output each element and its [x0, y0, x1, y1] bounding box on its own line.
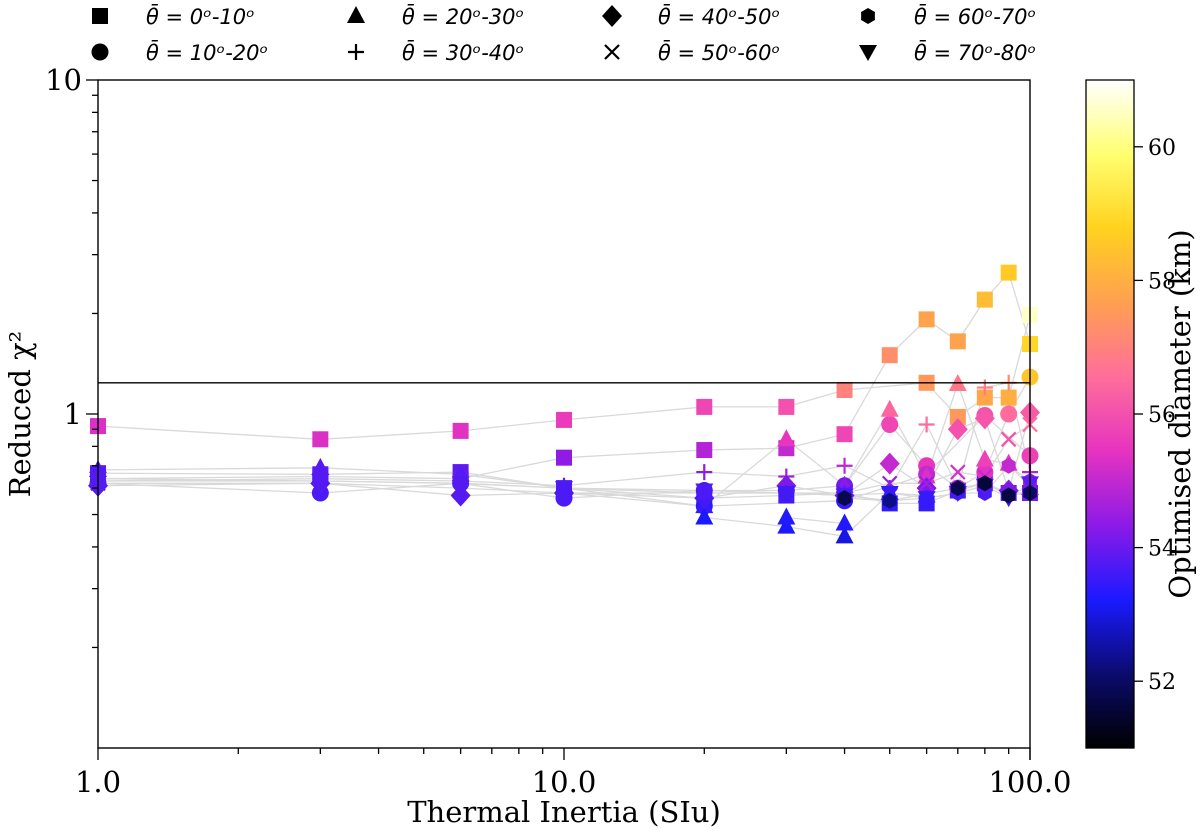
- x-tick-label: 100.0: [988, 765, 1071, 799]
- data-point-13-4: [1001, 487, 1016, 504]
- colorbar-tick-label: 60: [1148, 136, 1176, 161]
- data-point-1-8: [918, 311, 935, 328]
- y-axis-label: Reduced χ²: [3, 331, 37, 498]
- data-point-6-0: [695, 507, 714, 525]
- legend-marker-7: [859, 45, 877, 61]
- data-point-13-3: [977, 475, 992, 492]
- legend-marker-6: [604, 44, 620, 60]
- data-point-9-9: [947, 418, 968, 441]
- y-tick-label: 1: [64, 397, 82, 431]
- colorbar-tick-label: 54: [1148, 537, 1176, 562]
- data-point-5-10: [975, 449, 994, 467]
- legend-label-6: θ̄ = 50ᵒ-60ᵒ: [658, 40, 780, 65]
- data-point-1-7: [881, 347, 898, 364]
- data-point-2-10: [1000, 389, 1017, 406]
- legend-marker-1: [347, 6, 365, 23]
- data-point-1-4: [696, 442, 713, 459]
- data-point-2-6: [836, 381, 853, 398]
- data-point-13-2: [950, 480, 965, 497]
- x-axis: 1.0 10.0 100.0: [75, 748, 1072, 799]
- legend-label-4: θ̄ = 10ᵒ-20ᵒ: [146, 40, 268, 65]
- data-point-11-11: [1001, 457, 1016, 474]
- data-point-5-7: [880, 399, 899, 417]
- data-point-2-3: [556, 411, 572, 428]
- data-point-12-8: [917, 491, 936, 508]
- data-point-12-3: [555, 481, 573, 498]
- legend-label-0: θ̄ = 0ᵒ-10ᵒ: [146, 4, 255, 29]
- y-axis: 1 10: [45, 63, 98, 649]
- colorbar-tick-label: 56: [1148, 403, 1176, 428]
- y-tick-label: 10: [45, 63, 82, 97]
- data-point-3-7: [881, 416, 899, 434]
- legend-marker-2: [602, 5, 622, 27]
- data-point-8-4: [696, 464, 713, 481]
- data-point-2-8: [949, 408, 966, 425]
- data-point-9-7: [879, 452, 900, 475]
- data-point-12-5: [777, 486, 796, 503]
- data-point-9-2: [450, 484, 471, 507]
- data-point-10-11: [1000, 431, 1017, 448]
- legend-marker-5: [348, 44, 364, 60]
- legend-label-1: θ̄ = 20ᵒ-30ᵒ: [402, 4, 524, 29]
- data-point-8-6: [836, 457, 853, 474]
- data-point-10-9: [950, 464, 966, 480]
- data-point-2-2: [452, 422, 469, 439]
- data-point-1-9: [949, 333, 966, 350]
- data-point-6-1: [777, 516, 796, 534]
- data-point-13-1: [882, 492, 897, 509]
- x-tick-label: 10.0: [532, 765, 597, 799]
- x-tick-label: 1.0: [75, 765, 121, 799]
- data-point-1-3: [556, 449, 572, 466]
- legend-label-3: θ̄ = 60ᵒ-70ᵒ: [914, 4, 1036, 29]
- colorbar-tick-label: 58: [1148, 269, 1176, 294]
- data-point-2-5: [778, 398, 795, 415]
- data-point-2-1: [312, 431, 329, 448]
- data-point-1-6: [836, 426, 853, 443]
- data-point-7-0: [777, 507, 796, 525]
- colorbar: 52 54 56 58 60: [1085, 79, 1176, 749]
- data-point-10-8: [918, 475, 935, 492]
- data-point-8-8: [918, 416, 935, 433]
- data-point-12-1: [311, 474, 330, 491]
- data-point-3-11: [1000, 405, 1018, 423]
- series-line-7: [786, 516, 845, 525]
- data-point-6-2: [835, 526, 854, 544]
- colorbar-gradient: [1085, 79, 1135, 749]
- legend-marker-3: [861, 8, 875, 24]
- data-point-3-10: [976, 463, 994, 481]
- data-point-1-10: [976, 291, 993, 308]
- data-point-13-0: [837, 490, 852, 507]
- data-point-9-10: [974, 407, 995, 430]
- legend-marker-4: [91, 43, 109, 61]
- x-axis-label: Thermal Inertia (SIu): [407, 795, 721, 829]
- legend: θ̄ = 0ᵒ-10ᵒ θ̄ = 20ᵒ-30ᵒ θ̄ = 40ᵒ-50ᵒ θ̄ = …: [91, 4, 1036, 65]
- series-line-1: [97, 271, 1031, 480]
- data-point-5-5: [777, 429, 796, 447]
- colorbar-label: Optimised diameter (km): [1163, 229, 1197, 598]
- data-point-2-4: [696, 398, 713, 415]
- data-point-5-1: [311, 457, 330, 475]
- data-point-12-4: [695, 483, 714, 500]
- colorbar-tick-label: 52: [1148, 670, 1176, 695]
- data-point-1-11: [1000, 264, 1017, 281]
- legend-label-7: θ̄ = 70ᵒ-80ᵒ: [914, 40, 1036, 65]
- legend-label-2: θ̄ = 40ᵒ-50ᵒ: [658, 4, 780, 29]
- data-point-7-1: [835, 513, 854, 531]
- legend-marker-0: [92, 8, 108, 24]
- legend-label-5: θ̄ = 30ᵒ-40ᵒ: [402, 40, 524, 65]
- series-markers: [88, 264, 1040, 544]
- data-point-2-9: [976, 389, 993, 406]
- data-point-12-2: [451, 476, 470, 493]
